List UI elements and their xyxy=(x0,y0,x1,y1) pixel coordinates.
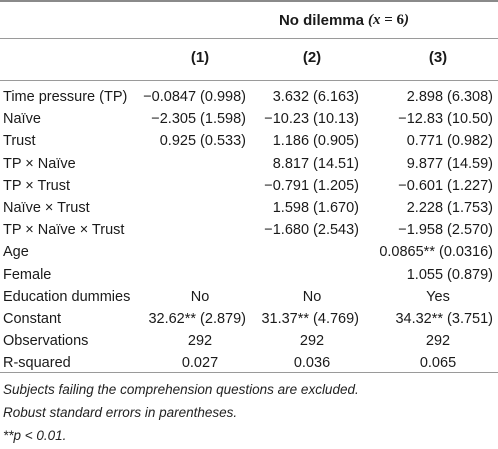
cell-model-1: No xyxy=(190,288,210,305)
table-row: Naïve −2.305 (1.598) −10.23 (10.13) −12.83 … xyxy=(0,108,498,130)
group-header-condition: (x = 6) xyxy=(367,11,410,28)
table-note: Subjects failing the comprehension quest… xyxy=(3,382,359,397)
table-row: Naïve × Trust 1.598 (1.670) 2.228 (1.753) xyxy=(0,197,498,219)
row-label: R-squared xyxy=(3,355,71,372)
row-label: Naïve × Trust xyxy=(3,199,90,216)
condition-var: x xyxy=(372,11,381,28)
row-label: Female xyxy=(3,266,52,283)
cell-model-3: 1.055 (0.879) xyxy=(406,266,493,283)
cell-model-3: 9.877 (14.59) xyxy=(406,155,493,172)
table-body: Time pressure (TP) −0.0847 (0.998) 3.632 (… xyxy=(0,86,498,374)
column-headers: (1) (2) (3) xyxy=(0,46,498,70)
cell-model-2: 3.632 (6.163) xyxy=(272,89,359,105)
cell-model-2: 8.817 (14.51) xyxy=(272,155,359,172)
cell-model-2: 292 xyxy=(299,333,325,350)
table-row: TP × Naïve × Trust −1.680 (2.543) −1.958 (… xyxy=(0,219,498,241)
top-rule xyxy=(0,0,498,2)
row-label: Time pressure (TP) xyxy=(3,89,128,105)
cell-model-2: −1.680 (2.543) xyxy=(264,222,359,239)
cell-model-3: −0.601 (1.227) xyxy=(398,177,493,194)
cell-model-3: 0.771 (0.982) xyxy=(406,133,493,150)
cell-model-1: 32.62** (2.879) xyxy=(148,310,246,327)
cell-model-3: 2.228 (1.753) xyxy=(406,199,493,216)
table-row: Trust 0.925 (0.533) 1.186 (0.905) 0.771 (0.… xyxy=(0,130,498,152)
table-row: Time pressure (TP) −0.0847 (0.998) 3.632 (… xyxy=(0,86,498,108)
table-row: Education dummies No No Yes xyxy=(0,286,498,308)
row-label: Education dummies xyxy=(3,288,131,305)
cell-model-3: 0.065 xyxy=(419,355,457,372)
row-label: Naïve xyxy=(3,111,41,128)
table-row: Age 0.0865** (0.0316) xyxy=(0,241,498,263)
row-label: Observations xyxy=(3,333,89,350)
cell-model-3: 0.0865** (0.0316) xyxy=(379,244,493,261)
cell-model-1: 0.925 (0.533) xyxy=(159,133,246,150)
column-header-3: (3) xyxy=(428,49,448,66)
table-notes: Subjects failing the comprehension quest… xyxy=(3,378,493,447)
cell-model-2: No xyxy=(302,288,322,305)
cell-model-3: Yes xyxy=(426,288,450,305)
table-note: Robust standard errors in parentheses. xyxy=(3,405,238,420)
row-label: Age xyxy=(3,244,29,261)
row-label: TP × Naïve xyxy=(3,155,76,172)
cell-model-3: −12.83 (10.50) xyxy=(398,111,493,128)
cell-model-1: 292 xyxy=(187,333,213,350)
cell-model-1: 0.027 xyxy=(181,355,219,372)
table-row: TP × Naïve 8.817 (14.51) 9.877 (14.59) xyxy=(0,153,498,175)
cell-model-3: −1.958 (2.570) xyxy=(398,222,493,239)
row-label: Constant xyxy=(3,310,62,327)
cell-model-2: 1.598 (1.670) xyxy=(272,199,359,216)
table-row: TP × Trust −0.791 (1.205) −0.601 (1.227) xyxy=(0,175,498,197)
cell-model-1: −0.0847 (0.998) xyxy=(143,89,246,105)
column-header-1: (1) xyxy=(190,49,210,66)
column-header-2: (2) xyxy=(302,49,322,66)
group-header-label: No dilemma xyxy=(278,11,364,29)
cell-model-2: 1.186 (0.905) xyxy=(272,133,359,150)
table-row: Constant 32.62** (2.879) 31.37** (4.769) 34… xyxy=(0,308,498,330)
bottom-rule xyxy=(0,372,498,373)
table-row: Observations 292 292 292 xyxy=(0,330,498,352)
cell-model-3: 2.898 (6.308) xyxy=(406,89,493,105)
group-rule xyxy=(0,38,498,39)
cell-model-1: −2.305 (1.598) xyxy=(151,111,246,128)
group-header: No dilemma (x = 6) xyxy=(190,8,498,32)
cell-model-2: 31.37** (4.769) xyxy=(261,310,359,327)
row-label: TP × Trust xyxy=(3,177,71,194)
header-rule xyxy=(0,80,498,81)
table-row: R-squared 0.027 0.036 0.065 xyxy=(0,352,498,374)
cell-model-2: −0.791 (1.205) xyxy=(264,177,359,194)
cell-model-2: −10.23 (10.13) xyxy=(264,111,359,128)
table-note: **p < 0.01. xyxy=(3,428,67,443)
condition-val: 6 xyxy=(396,11,405,28)
row-label: TP × Naïve × Trust xyxy=(3,222,125,239)
row-label: Trust xyxy=(3,133,36,150)
cell-model-2: 0.036 xyxy=(293,355,331,372)
condition-op: = xyxy=(384,11,393,28)
table-row: Female 1.055 (0.879) xyxy=(0,264,498,286)
cell-model-3: 34.32** (3.751) xyxy=(395,310,493,327)
cell-model-3: 292 xyxy=(425,333,451,350)
